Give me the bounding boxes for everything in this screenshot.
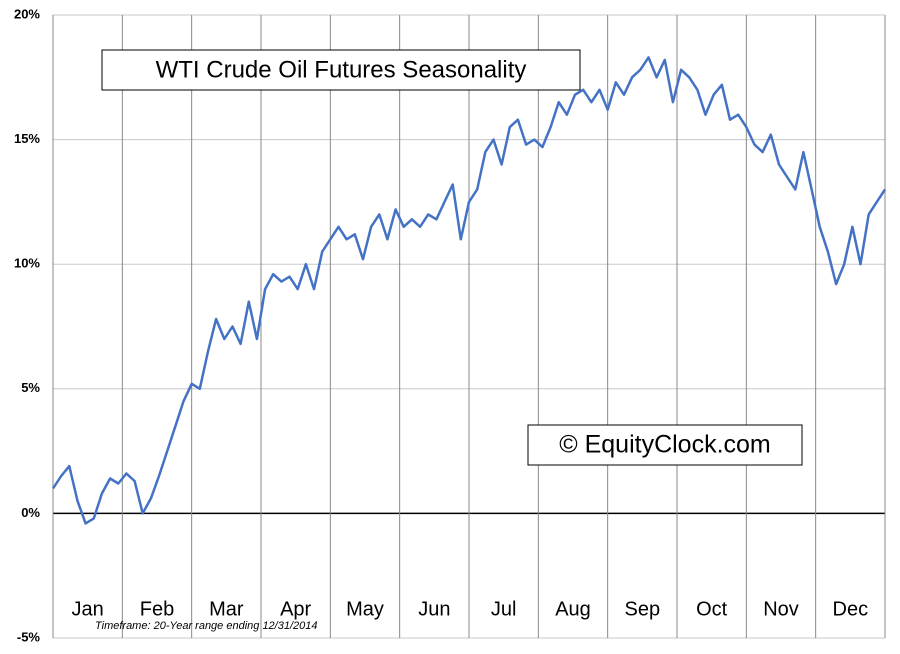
x-tick-label: Aug [555, 598, 591, 620]
x-tick-label: Dec [833, 598, 869, 620]
x-tick-label: Mar [209, 598, 244, 620]
x-tick-label: Feb [140, 598, 174, 620]
chart-title: WTI Crude Oil Futures Seasonality [156, 56, 527, 83]
x-tick-label: Jun [418, 598, 450, 620]
title-box [101, 49, 581, 91]
line-series [51, 56, 887, 525]
grid [52, 14, 886, 639]
x-tick-label: Jul [491, 598, 517, 620]
x-tick-label: Jan [72, 598, 104, 620]
x-tick-label: Nov [763, 598, 799, 620]
y-tick-label: 10% [14, 256, 40, 271]
y-tick-label: 0% [21, 505, 40, 520]
watermark: © EquityClock.com [559, 431, 771, 459]
watermark-box [527, 424, 803, 466]
x-tick-label: Sep [625, 598, 661, 620]
y-tick-label: 5% [21, 380, 40, 395]
x-tick-label: Oct [696, 598, 728, 620]
y-tick-label: 15% [14, 131, 40, 146]
footnote: Timeframe: 20-Year range ending 12/31/20… [95, 620, 318, 632]
x-tick-label: May [346, 598, 384, 620]
x-tick-label: Apr [280, 598, 311, 620]
y-tick-label: -5% [17, 629, 41, 644]
y-tick-label: 20% [14, 6, 40, 21]
